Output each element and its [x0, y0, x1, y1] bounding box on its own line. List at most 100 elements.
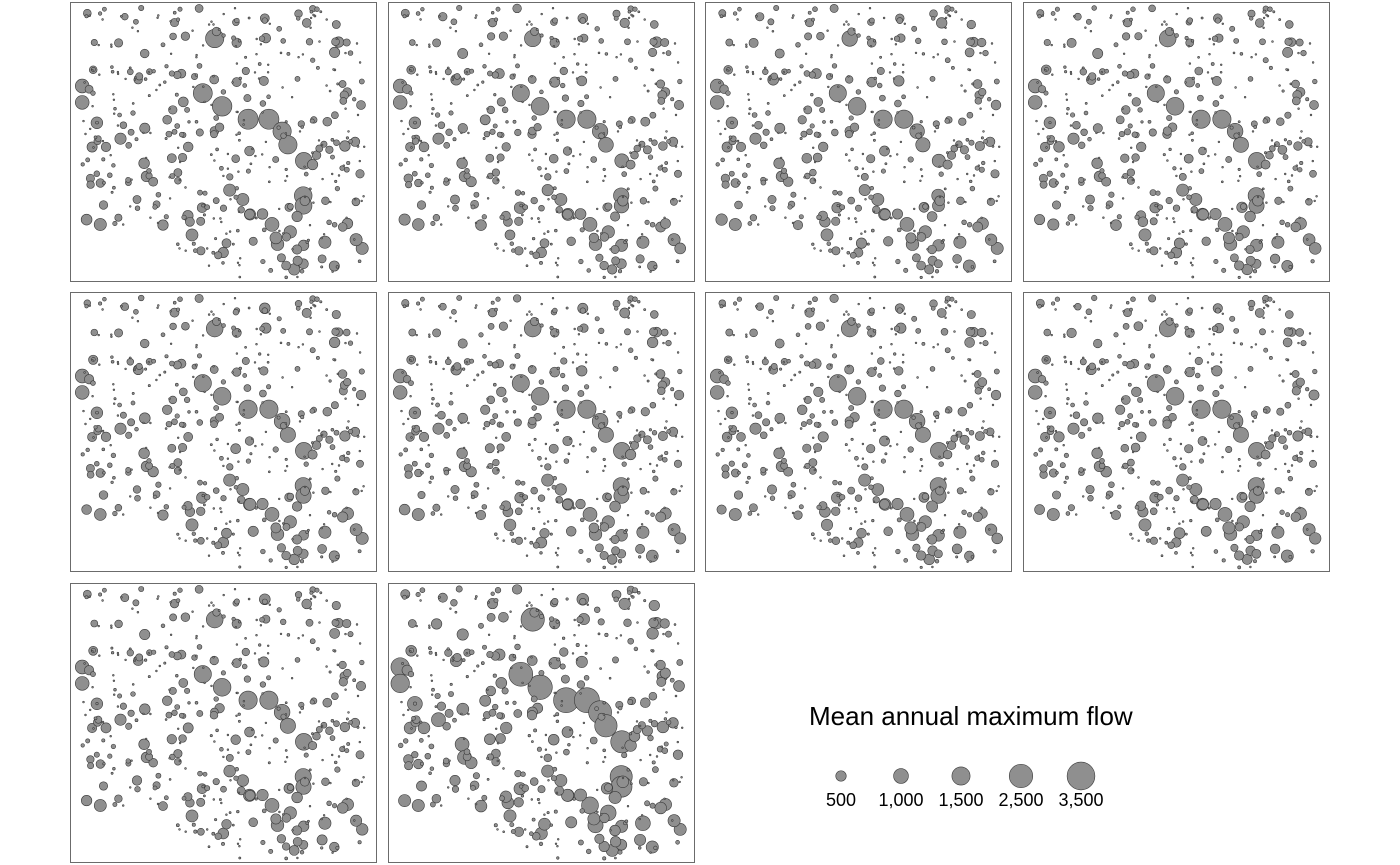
station-marker — [490, 591, 495, 596]
station-marker — [112, 679, 116, 683]
station-marker — [442, 722, 451, 731]
station-marker — [1291, 79, 1300, 89]
station-marker — [715, 162, 720, 167]
station-marker — [578, 839, 584, 846]
station-marker — [540, 593, 543, 597]
station-marker — [162, 695, 173, 706]
station-marker — [632, 296, 638, 302]
station-marker — [960, 308, 963, 311]
station-marker — [1192, 547, 1195, 550]
station-marker-large — [530, 97, 550, 116]
station-marker — [473, 378, 476, 382]
station-marker — [610, 245, 620, 254]
station-marker — [594, 316, 600, 322]
station-marker — [1190, 421, 1194, 425]
station-marker — [357, 840, 362, 845]
station-marker — [1159, 537, 1162, 540]
station-marker — [1129, 532, 1133, 536]
station-marker — [798, 504, 804, 510]
station-marker — [878, 384, 886, 392]
station-marker — [654, 82, 658, 86]
legend-label-1000: 1,000 — [878, 790, 923, 810]
station-marker — [446, 786, 450, 789]
station-marker — [533, 147, 537, 152]
station-marker — [1165, 75, 1168, 78]
station-marker — [1219, 94, 1224, 100]
station-marker — [763, 205, 767, 208]
station-marker — [244, 726, 255, 738]
station-marker — [303, 776, 307, 780]
station-marker — [1283, 138, 1287, 142]
station-marker — [647, 781, 650, 785]
station-marker — [179, 387, 188, 397]
station-marker — [446, 205, 450, 208]
station-marker — [1305, 97, 1310, 102]
station-marker — [1240, 203, 1247, 210]
station-marker — [565, 597, 569, 601]
station-marker — [602, 748, 606, 753]
station-marker — [110, 69, 115, 74]
station-marker-large — [75, 95, 90, 110]
station-marker — [521, 390, 524, 394]
station-marker — [268, 456, 271, 459]
station-marker — [264, 430, 268, 434]
station-marker — [617, 559, 623, 564]
station-marker — [512, 363, 516, 367]
station-marker — [782, 361, 786, 364]
station-marker — [237, 460, 240, 463]
station-marker — [259, 616, 265, 623]
station-marker — [560, 372, 566, 379]
station-marker — [1237, 410, 1241, 414]
station-marker — [398, 503, 411, 516]
station-marker — [496, 160, 500, 164]
station-marker — [285, 175, 289, 178]
station-marker — [110, 743, 116, 749]
station-marker — [850, 122, 860, 132]
station-marker — [624, 819, 629, 824]
station-marker — [1054, 18, 1057, 21]
station-marker — [960, 18, 963, 21]
station-marker — [196, 419, 204, 426]
station-marker-large — [749, 132, 762, 145]
station-marker — [347, 631, 354, 638]
station-marker — [169, 633, 173, 636]
station-marker — [1166, 159, 1169, 162]
station-marker — [837, 190, 843, 196]
station-marker — [492, 123, 498, 129]
station-marker — [751, 124, 755, 127]
station-marker — [779, 446, 783, 450]
station-marker — [760, 466, 767, 473]
station-marker — [1135, 431, 1147, 443]
station-marker — [646, 627, 659, 640]
station-marker — [194, 293, 204, 303]
station-marker — [1113, 332, 1119, 338]
station-marker — [964, 200, 967, 204]
station-marker — [626, 514, 630, 517]
station-marker — [254, 444, 257, 448]
station-marker — [983, 139, 988, 144]
station-marker — [616, 420, 620, 423]
station-marker — [1200, 16, 1204, 20]
station-marker — [611, 256, 620, 266]
station-marker — [338, 677, 348, 687]
station-marker — [935, 125, 940, 130]
station-marker — [1284, 462, 1287, 466]
station-marker — [261, 598, 268, 605]
station-marker — [616, 130, 620, 133]
station-marker — [219, 507, 222, 510]
station-marker — [992, 549, 997, 554]
station-marker — [454, 30, 458, 33]
station-marker — [974, 97, 982, 105]
station-marker — [130, 400, 136, 406]
station-marker — [604, 783, 613, 792]
station-marker — [237, 751, 240, 754]
station-marker — [297, 55, 300, 59]
station-marker — [238, 329, 241, 333]
station-marker — [353, 819, 356, 822]
station-marker — [539, 260, 543, 265]
station-marker — [774, 412, 786, 424]
station-marker — [130, 468, 133, 471]
station-marker — [826, 29, 829, 32]
station-marker — [308, 514, 312, 517]
station-marker — [434, 360, 438, 364]
